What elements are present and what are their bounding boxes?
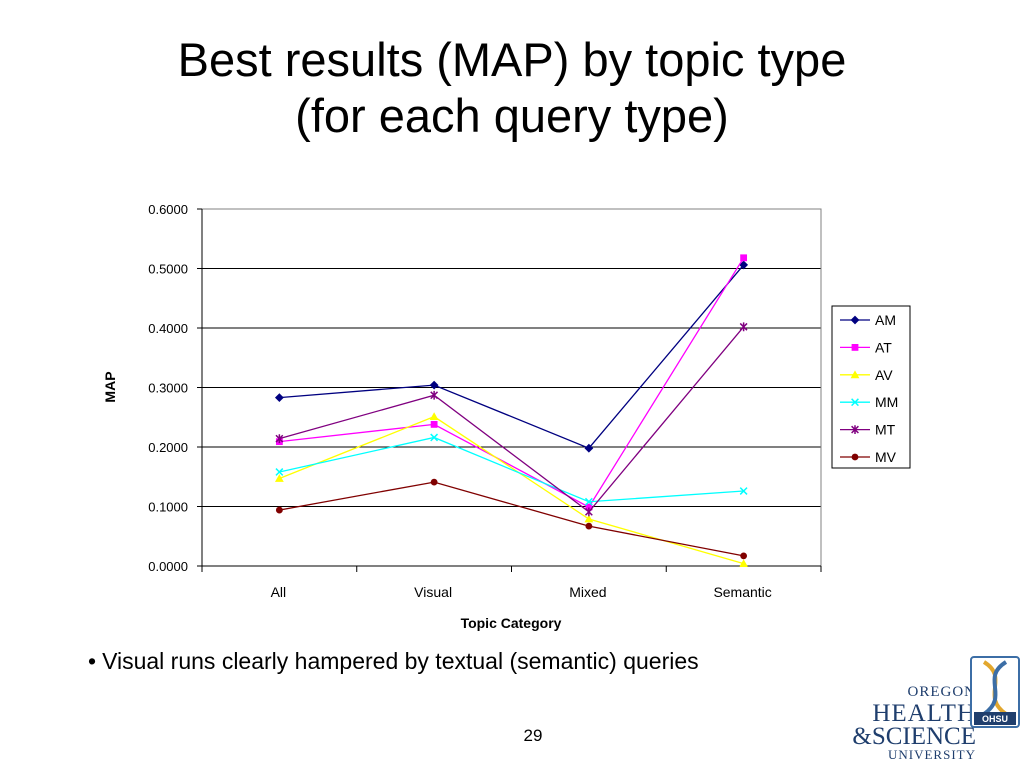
bullet-marker: • xyxy=(88,648,97,674)
legend: AM AT AV MM MT MV xyxy=(831,305,911,469)
data-point-mt xyxy=(584,507,593,517)
y-tick-label: 0.4000 xyxy=(148,321,188,336)
slide-title-line-2: (for each query type) xyxy=(295,89,729,142)
series-line-av xyxy=(279,415,744,565)
x-tick-label: Mixed xyxy=(569,584,606,600)
data-point-av xyxy=(584,514,594,523)
y-tick-label: 0.3000 xyxy=(148,381,188,396)
y-tick-label: 0.6000 xyxy=(148,202,188,217)
data-point-mv xyxy=(740,552,748,560)
axis-ticks: 0.0000 0.1000 0.2000 0.3000 0.4000 0.5000 0.60… xyxy=(148,202,822,600)
legend-label-av: AV xyxy=(875,367,893,383)
gridlines xyxy=(202,208,821,507)
series-line-am xyxy=(279,264,745,449)
data-point-av xyxy=(739,559,749,568)
data-point-av xyxy=(429,412,439,421)
y-axis-label: MAP xyxy=(102,371,118,402)
ohsu-logo: OREGON HEALTH &SCIENCE UNIVERSITY OHSU xyxy=(852,656,1020,764)
legend-marker-am xyxy=(850,315,860,325)
data-point-mt xyxy=(739,322,748,332)
x-tick-label: Semantic xyxy=(713,584,771,600)
logo-badge-text: OHSU xyxy=(982,714,1008,724)
data-point-at xyxy=(740,254,748,262)
dna-emblem-icon: OHSU xyxy=(970,656,1020,728)
series-line-mt xyxy=(279,326,745,513)
data-point-mt xyxy=(430,390,439,400)
slide-title-line-1: Best results (MAP) by topic type xyxy=(177,33,847,86)
series-line-mm xyxy=(279,436,744,503)
series-line-mv xyxy=(279,481,744,557)
page-number: 29 xyxy=(523,726,543,745)
data-point-av xyxy=(274,474,284,482)
data-point-mm xyxy=(739,487,748,495)
data-point-mm xyxy=(584,497,593,506)
x-axis-label: Topic Category xyxy=(461,615,562,631)
data-point-am xyxy=(274,393,284,403)
series-line-at xyxy=(279,257,745,508)
data-point-mt xyxy=(275,434,284,444)
y-tick-label: 0.2000 xyxy=(148,440,188,455)
y-tick-label: 0.0000 xyxy=(148,559,188,574)
legend-marker-mm xyxy=(851,398,859,407)
logo-health: HEALTH xyxy=(872,700,976,727)
data-point-mv xyxy=(275,506,283,514)
y-tick-label: 0.1000 xyxy=(148,500,188,515)
x-tick-label: All xyxy=(271,584,287,600)
series-lines xyxy=(274,254,749,568)
legend-marker-av xyxy=(850,370,860,379)
data-point-am xyxy=(429,380,439,390)
legend-marker-mv xyxy=(851,453,859,461)
data-point-mm xyxy=(430,433,439,442)
data-point-mm xyxy=(275,468,284,476)
y-tick-label: 0.5000 xyxy=(148,262,188,277)
logo-oregon: OREGON xyxy=(907,684,976,700)
logo-university: UNIVERSITY xyxy=(888,747,976,762)
bullet-point: • Visual runs clearly hampered by textual… xyxy=(88,648,699,675)
data-point-am xyxy=(739,260,749,270)
legend-label-at: AT xyxy=(875,339,892,355)
slide-title: Best results (MAP) by topic type (for ea… xyxy=(0,32,1024,144)
legend-box xyxy=(831,305,911,469)
logo-science: &SCIENCE xyxy=(852,723,976,750)
data-point-mv xyxy=(585,522,593,530)
legend-label-mt: MT xyxy=(875,422,896,438)
data-point-am xyxy=(584,443,594,453)
bullet-text: Visual runs clearly hampered by textual … xyxy=(102,648,699,674)
data-point-mv xyxy=(430,478,438,486)
x-tick-label: Visual xyxy=(414,584,452,600)
data-point-at xyxy=(430,420,438,428)
legend-marker-mt xyxy=(851,425,859,434)
legend-label-am: AM xyxy=(875,312,896,328)
legend-label-mv: MV xyxy=(875,449,897,465)
legend-marker-at xyxy=(851,344,859,351)
legend-label-mm: MM xyxy=(875,394,898,410)
data-point-at xyxy=(585,503,593,511)
